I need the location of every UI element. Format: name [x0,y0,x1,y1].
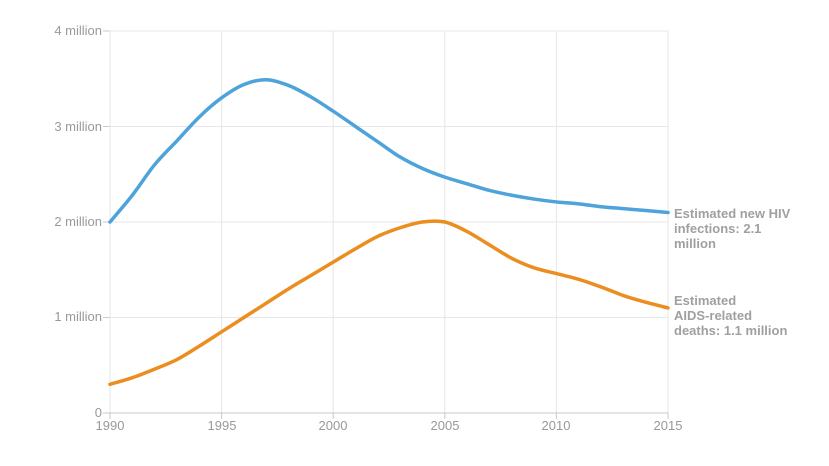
x-tick-label-2000: 2000 [318,418,348,433]
annotation-line: AIDS-related [674,308,753,323]
y-tick-label-1m: 1 million [54,309,102,324]
y-tick-label-3m: 3 million [54,119,102,134]
x-tick-label-1990: 1990 [95,418,125,433]
series-line-estimated-new-hiv-infections [108,77,670,224]
annotation-aids-deaths: Estimated AIDS-related deaths: 1.1 milli… [674,293,814,338]
y-tick-label-4m: 4 million [54,23,102,38]
annotation-line: Estimated new HIV [674,206,791,221]
annotation-line: deaths: 1.1 million [674,323,788,338]
x-tick-label-2015: 2015 [653,418,683,433]
annotation-line: million [674,236,716,251]
annotation-new-hiv-infections: Estimated new HIV infections: 2.1 millio… [674,206,814,251]
y-tick-label-0: 0 [94,405,102,420]
x-tick-label-1995: 1995 [207,418,237,433]
x-tick-label-2010: 2010 [541,418,571,433]
x-tick-label-2005: 2005 [430,418,460,433]
annotation-line: infections: 2.1 [674,221,762,236]
series-line-estimated-aids-related-deaths [108,219,670,387]
y-tick-label-2m: 2 million [54,214,102,229]
annotation-line: Estimated [674,293,737,308]
